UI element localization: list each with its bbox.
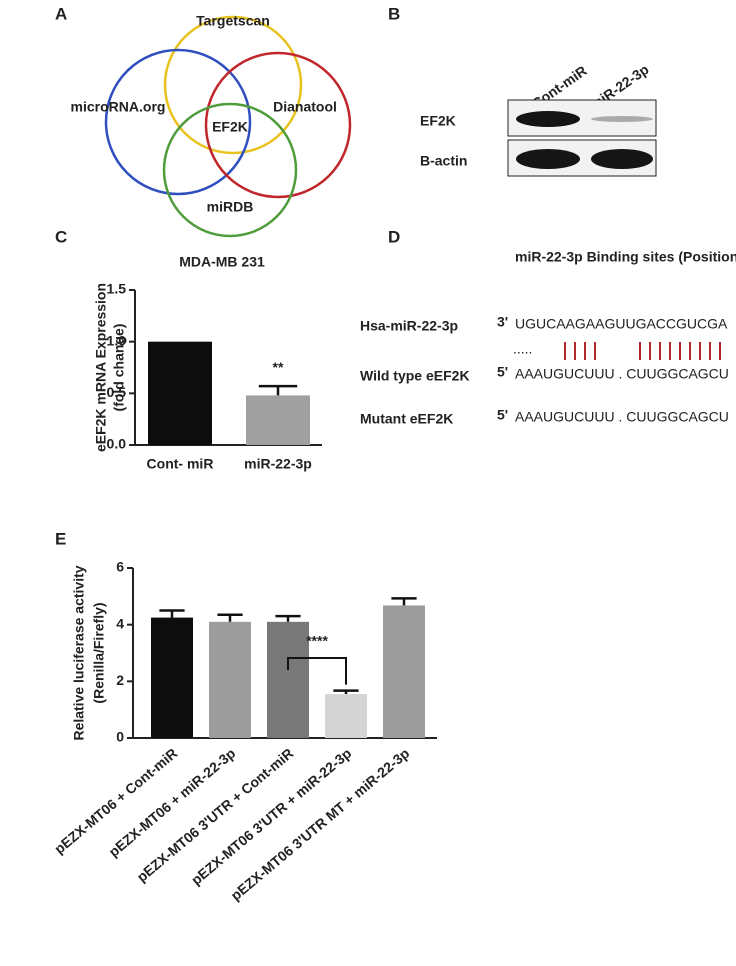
panel-label: E [55,529,66,548]
significance-bracket [287,657,347,685]
panel-label: C [55,227,67,246]
y-tick-label: 2 [116,672,124,688]
bar [246,395,310,445]
panel-label: A [55,4,67,23]
row-end: 3' [497,314,508,330]
venn-label: microRNA.org [71,99,166,115]
y-tick-label: 6 [116,559,124,575]
dots: ..... [513,341,532,357]
row-name: Mutant eEF2K [360,411,453,427]
y-tick-label: 1.5 [107,281,127,297]
bar [325,694,367,738]
band [591,116,653,122]
venn-center: EF2K [212,119,248,135]
venn-label: Dianatool [273,99,337,115]
venn-circle [204,51,352,199]
venn-label: miRDB [207,199,254,215]
row-end: 5' [497,364,508,380]
blot-row-label: B-actin [420,153,467,169]
y-tick-label: 1.0 [107,332,127,348]
sequence: AAAUGUCUUU . CUUGGCAGCU [515,409,729,425]
chart-title: MDA-MB 231 [179,254,265,270]
x-tick-label: Cont- miR [147,456,214,472]
venn-circle [162,102,298,238]
y-axis-label: Relative luciferase activity [71,565,87,740]
bar [151,617,193,738]
panel-label: B [388,4,400,23]
y-tick-label: 0.0 [107,436,127,452]
binding-title: miR-22-3p Binding sites (Position 156-17… [515,249,736,265]
row-name: Wild type eEF2K [360,368,470,384]
band [591,149,653,169]
panel-label: D [388,227,400,246]
venn-circle [104,48,252,196]
y-axis-label: (Renilla/Firefly) [91,602,107,703]
y-axis-label: (fold change) [111,324,127,412]
blot-row-label: EF2K [420,113,456,129]
y-tick-label: 0 [116,729,124,745]
x-tick-label: miR-22-3p [244,456,312,472]
y-tick-label: 0.5 [107,384,127,400]
annotation: **** [306,633,328,649]
venn-circle [163,15,303,155]
annotation: ** [273,359,284,375]
row-name: Hsa-miR-22-3p [360,318,458,334]
band [516,111,580,127]
y-axis-label: eEF2K mRNA Expression [93,283,109,452]
bar [267,621,309,738]
row-end: 5' [497,407,508,423]
bar [383,605,425,738]
bar [209,621,251,738]
sequence: UGUCAAGAAGUUGACCGUCGA [515,316,728,332]
venn-label: Targetscan [196,13,270,29]
sequence: AAAUGUCUUU . CUUGGCAGCU [515,366,729,382]
bar [148,341,212,445]
y-tick-label: 4 [116,615,124,631]
band [516,149,580,169]
